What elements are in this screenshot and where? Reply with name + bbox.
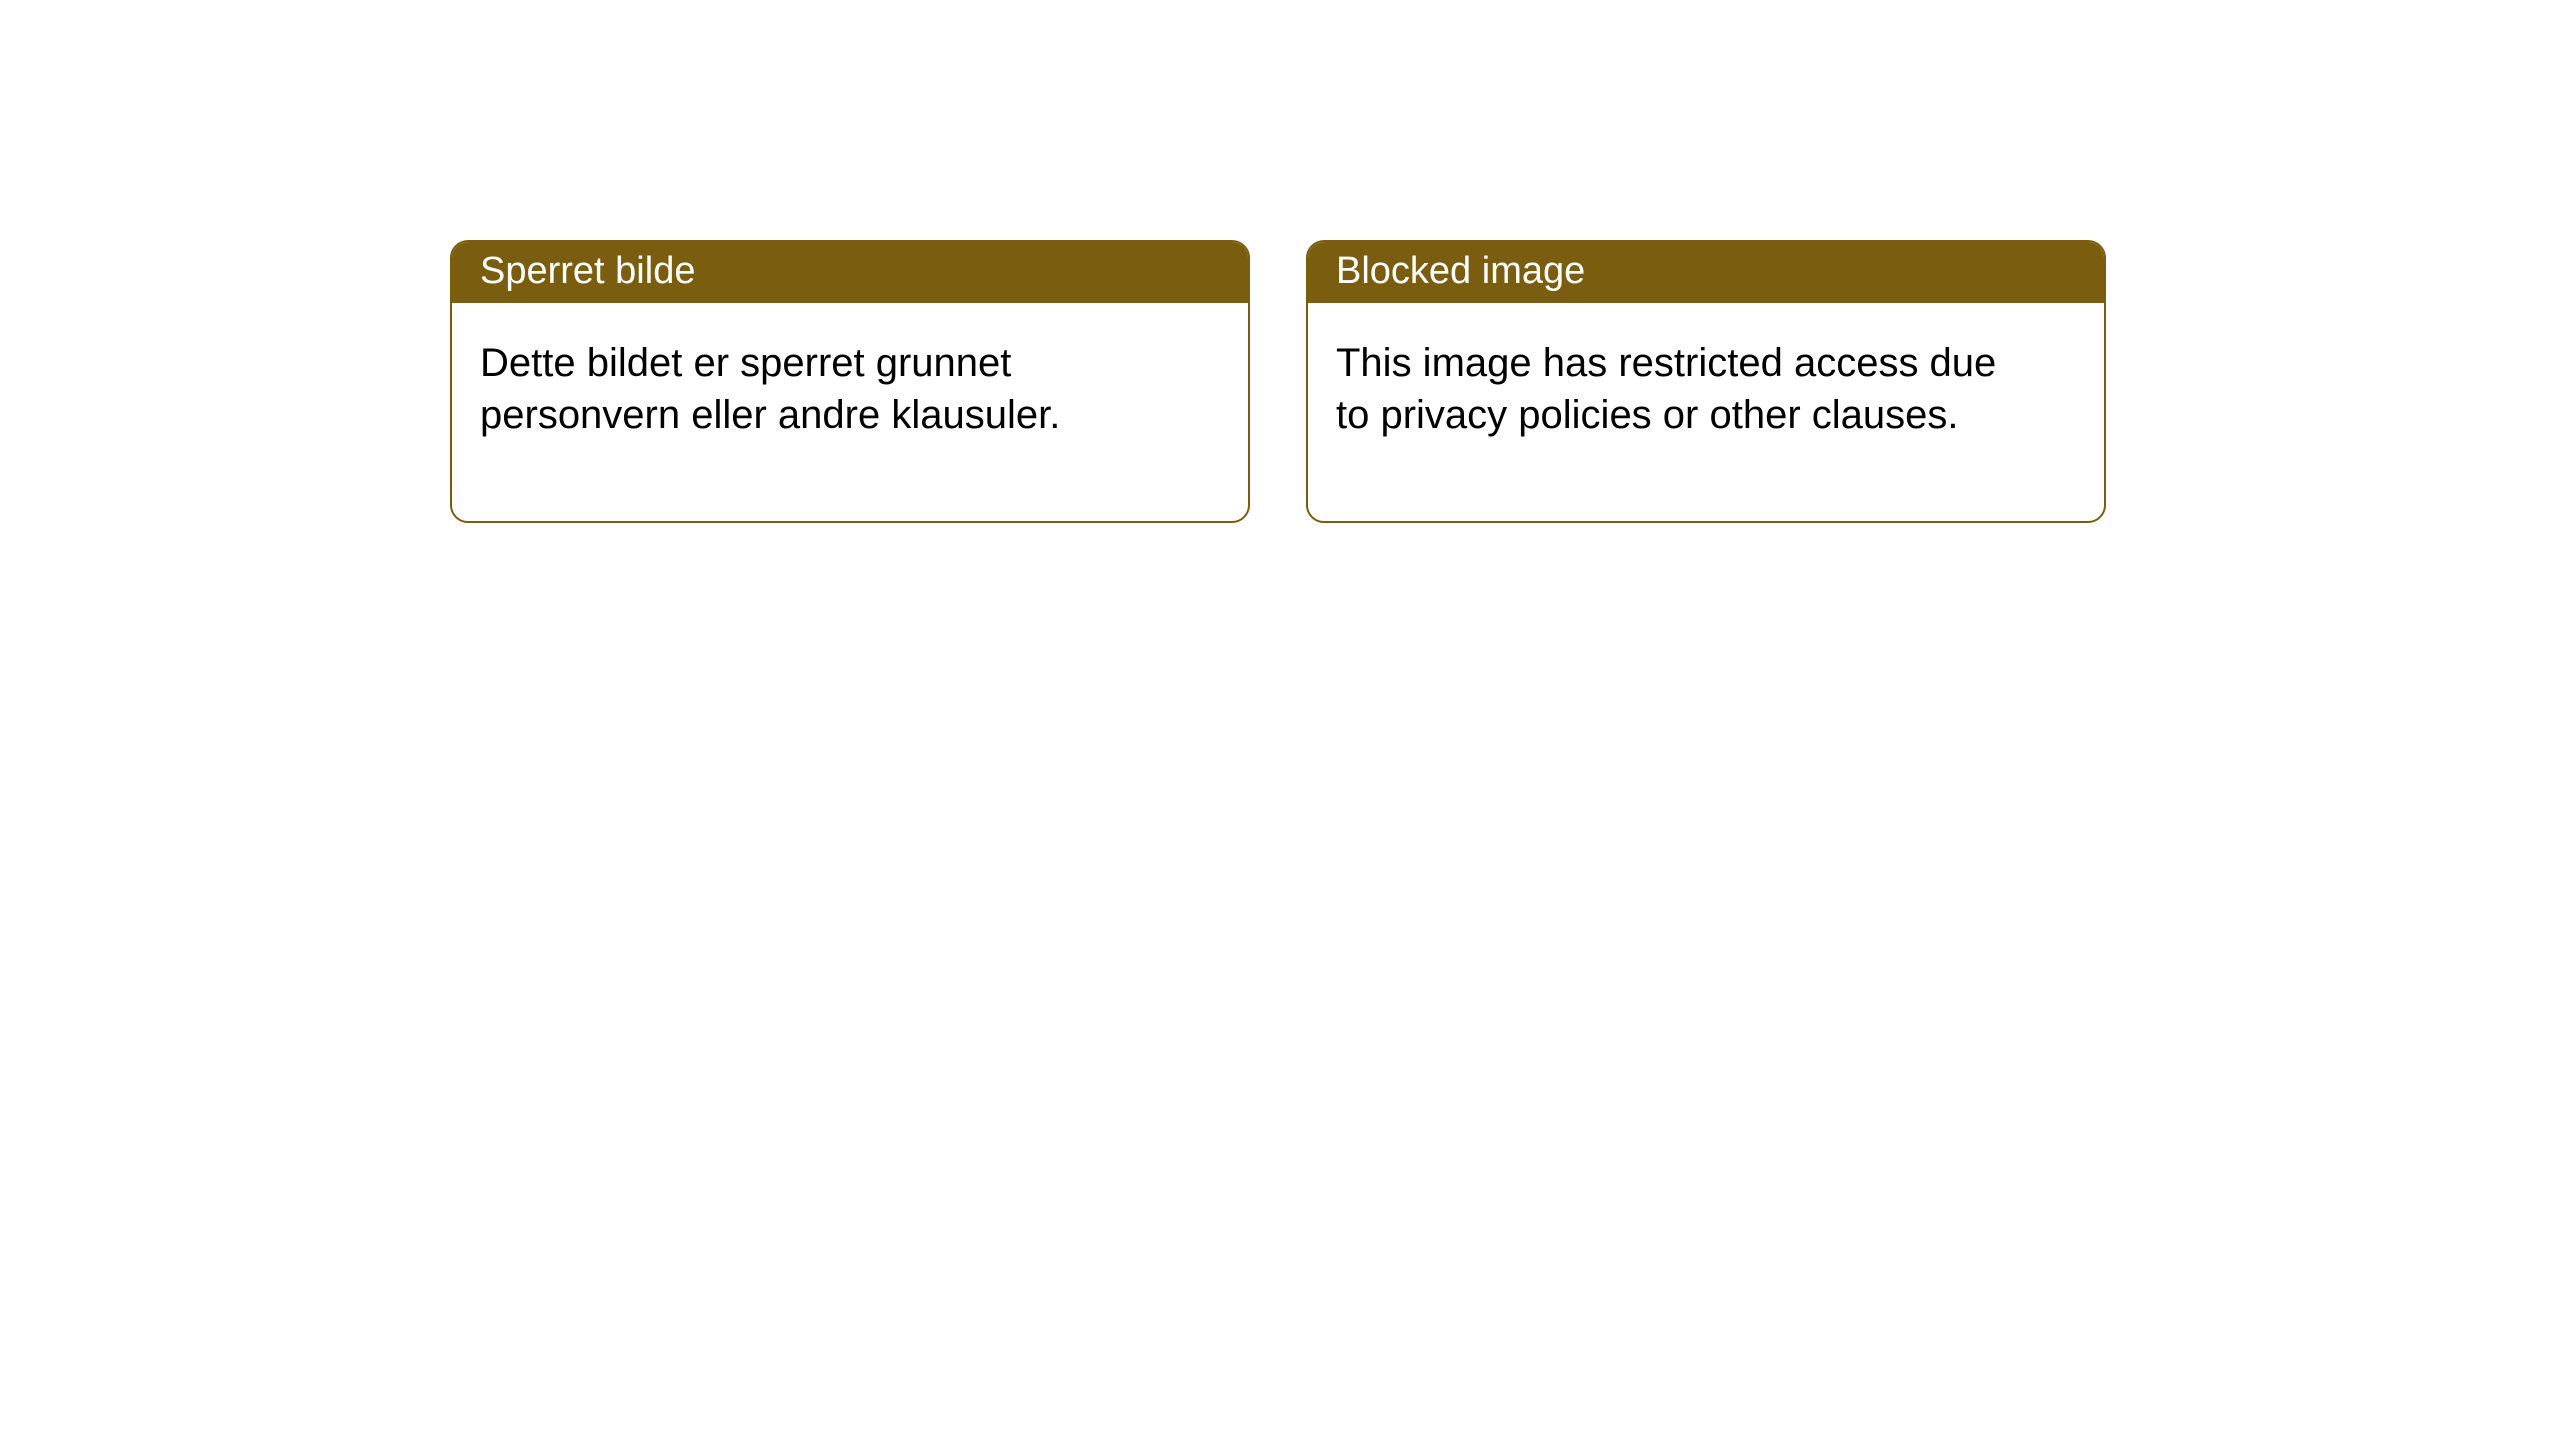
notice-header-norwegian: Sperret bilde [452, 242, 1248, 303]
notice-container: Sperret bilde Dette bildet er sperret gr… [450, 240, 2106, 523]
notice-box-english: Blocked image This image has restricted … [1306, 240, 2106, 523]
notice-header-english: Blocked image [1308, 242, 2104, 303]
notice-box-norwegian: Sperret bilde Dette bildet er sperret gr… [450, 240, 1250, 523]
notice-body-english: This image has restricted access due to … [1308, 303, 2028, 521]
notice-body-norwegian: Dette bildet er sperret grunnet personve… [452, 303, 1172, 521]
